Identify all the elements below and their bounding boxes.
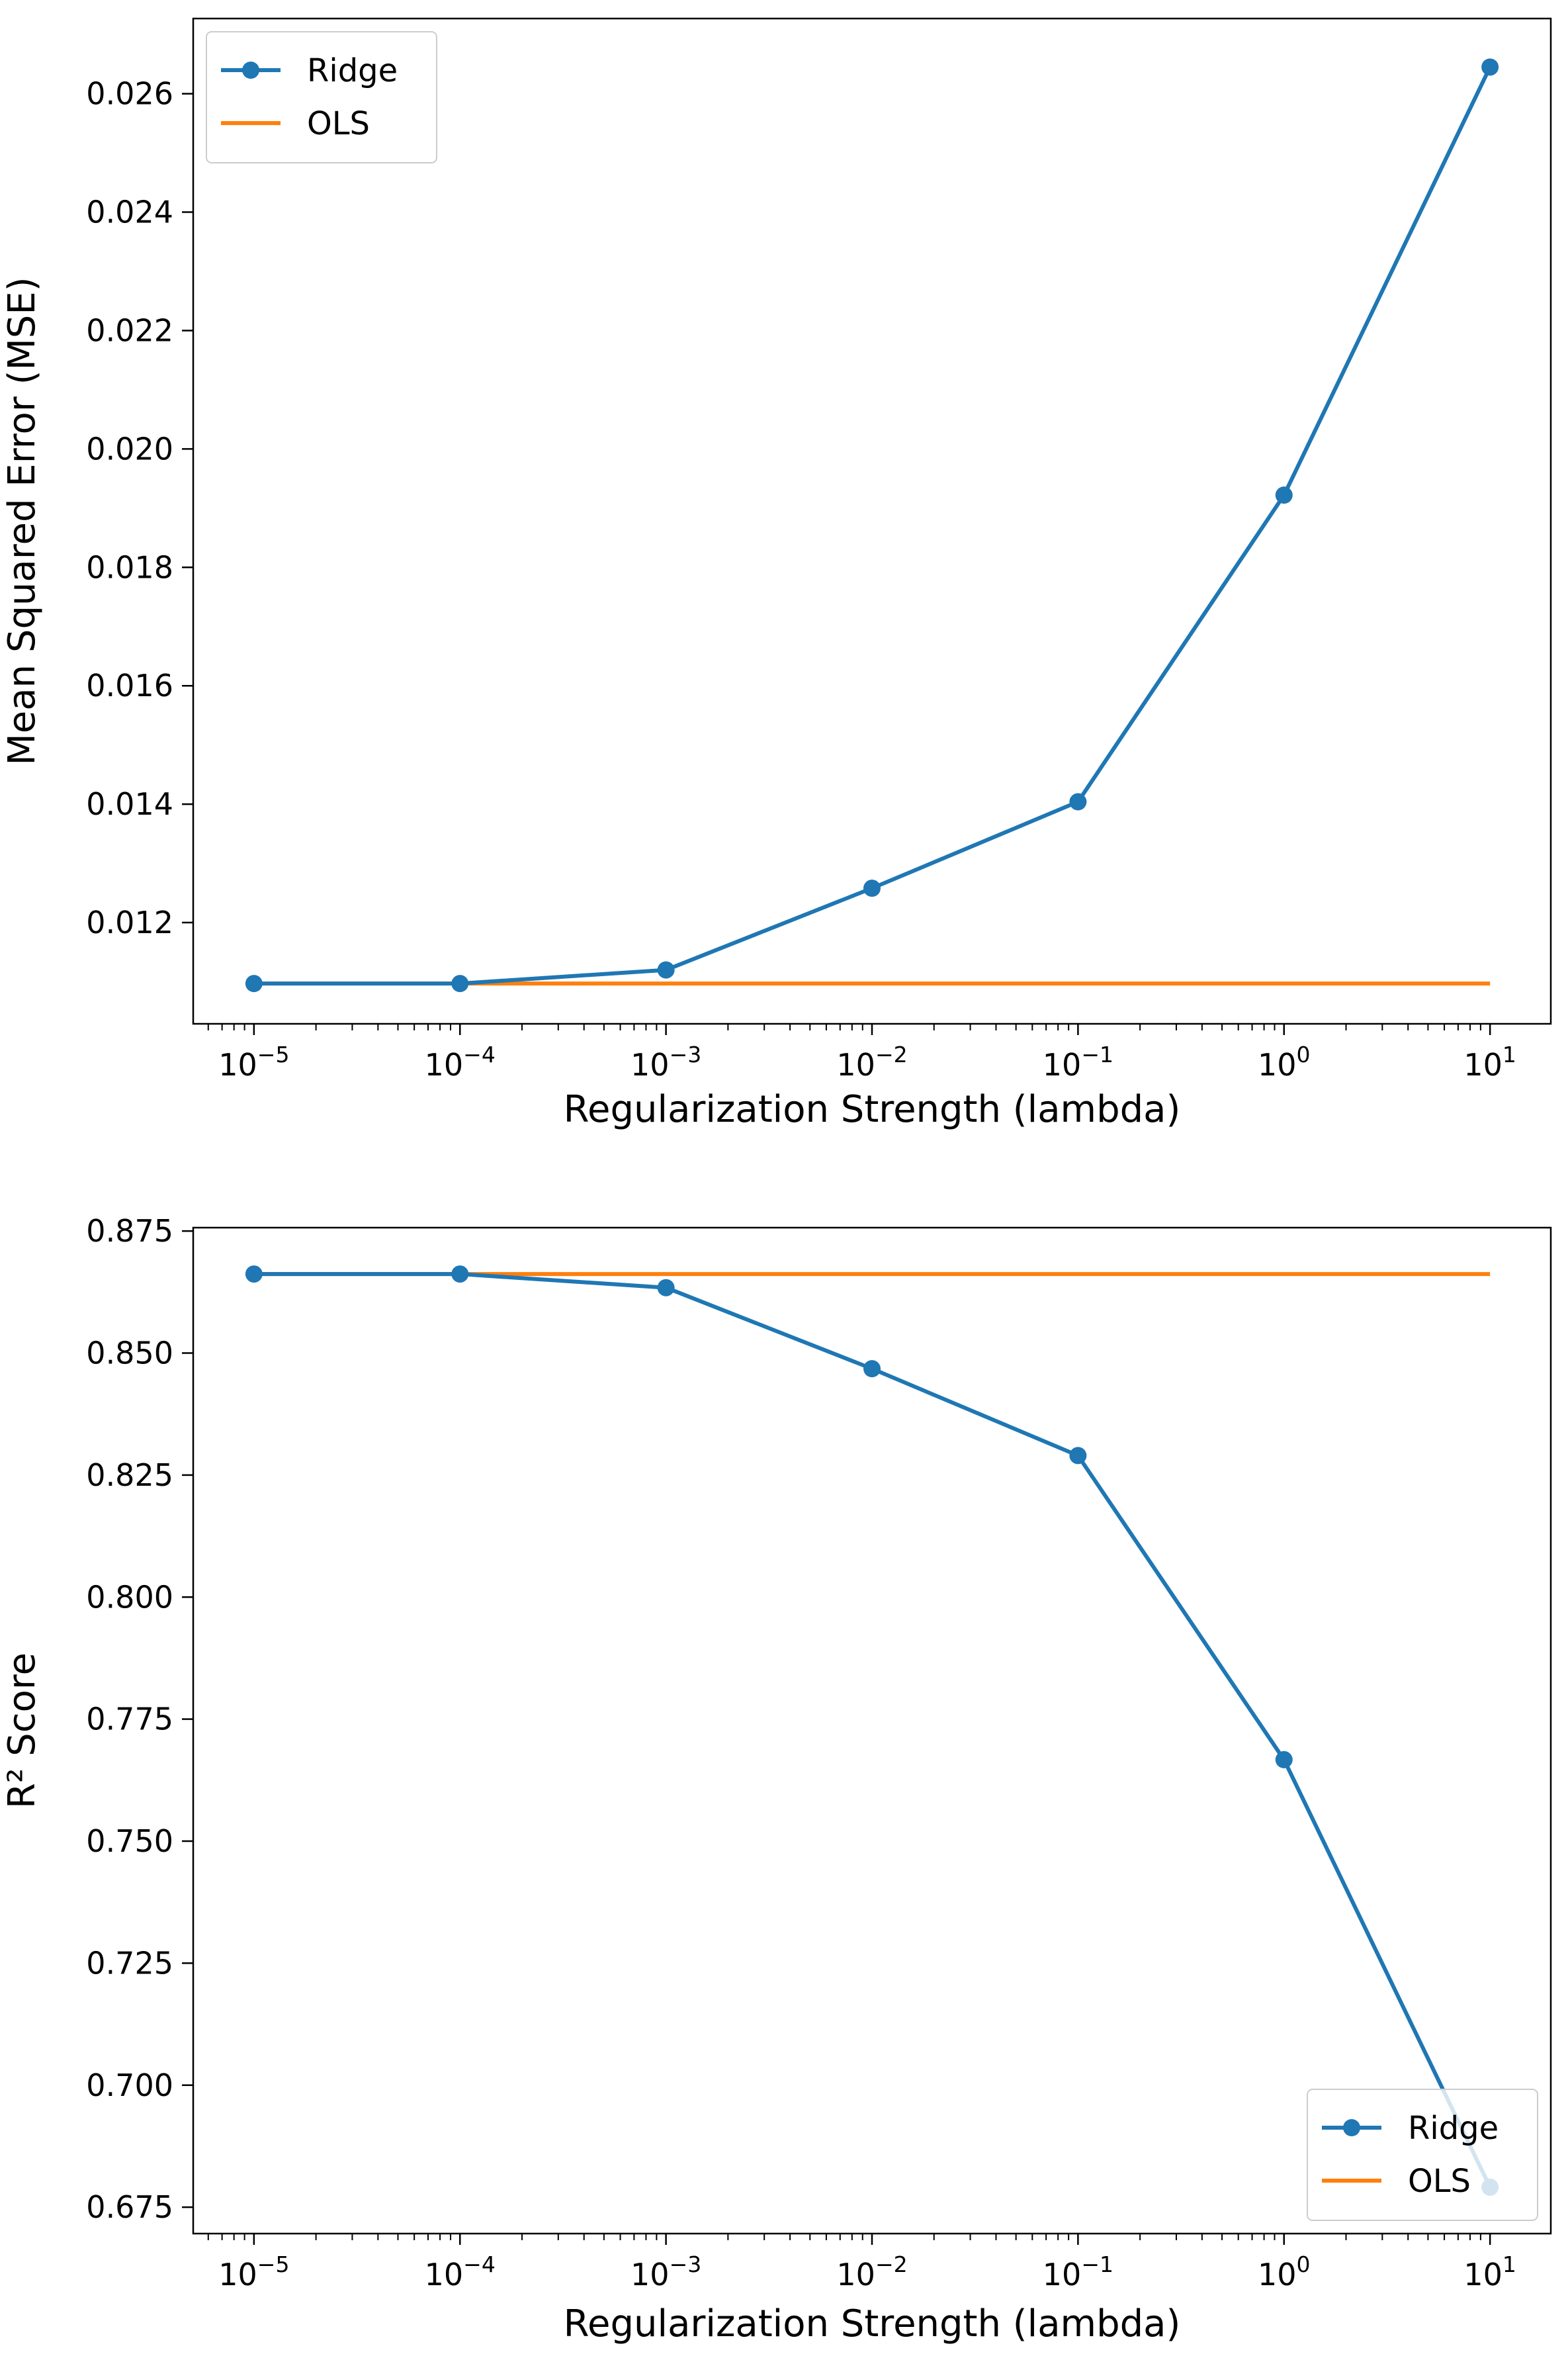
data-point-ridge — [863, 1360, 881, 1378]
x-tick-base: 10 — [425, 1047, 464, 1083]
series-line-ridge — [253, 1272, 1492, 2189]
x-tick-label: 10−1 — [1043, 1042, 1113, 1083]
x-tick-exponent: 0 — [1297, 1042, 1311, 1067]
x-tick-exponent: −4 — [463, 1042, 496, 1067]
x-axis-label: Regularization Strength (lambda) — [564, 2302, 1181, 2345]
x-tick-base: 10 — [1043, 2257, 1082, 2292]
legend-marker-ridge — [1343, 2119, 1360, 2136]
legend-label-ols: OLS — [307, 105, 370, 142]
x-tick-exponent: −5 — [257, 1042, 290, 1067]
x-tick-exponent: −4 — [463, 2251, 496, 2277]
x-tick-base: 10 — [836, 1047, 875, 1083]
x-tick-label: 10−5 — [218, 1042, 289, 1083]
x-tick-base: 10 — [836, 2257, 875, 2292]
y-tick-label: 0.775 — [86, 1701, 173, 1737]
x-tick-exponent: −5 — [257, 2251, 290, 2277]
x-tick-exponent: 1 — [1503, 2251, 1516, 2277]
legend-box — [206, 31, 437, 163]
x-tick-label: 10−3 — [631, 2251, 701, 2292]
x-tick-exponent: 1 — [1503, 1042, 1516, 1067]
axes-frame — [192, 17, 1552, 1025]
data-point-ridge — [657, 961, 675, 979]
data-point-ridge — [1069, 793, 1087, 811]
x-tick-exponent: 0 — [1297, 2251, 1311, 2277]
x-tick-label: 10−4 — [425, 2251, 496, 2292]
data-point-ridge — [451, 975, 469, 993]
x-tick-label: 101 — [1463, 2251, 1516, 2292]
x-tick-label: 101 — [1463, 1042, 1516, 1083]
x-tick-base: 10 — [1043, 1047, 1082, 1083]
x-tick-base: 10 — [218, 2257, 257, 2292]
y-tick-label: 0.020 — [86, 431, 173, 467]
data-point-ridge — [245, 975, 263, 993]
y-tick-label: 0.014 — [86, 786, 173, 822]
y-tick-label: 0.800 — [86, 1579, 173, 1615]
legend-label-ols: OLS — [1408, 2163, 1471, 2200]
y-tick-label: 0.850 — [86, 1336, 173, 1371]
data-point-ridge — [1275, 486, 1293, 504]
data-point-ridge — [245, 1265, 263, 1283]
x-tick-exponent: −1 — [1081, 2251, 1113, 2277]
data-point-ridge — [657, 1279, 675, 1296]
legend-marker-ridge — [242, 62, 259, 79]
x-tick-exponent: −2 — [875, 2251, 908, 2277]
y-tick-label: 0.825 — [86, 1457, 173, 1493]
y-tick-label: 0.700 — [86, 2067, 173, 2103]
y-tick-label: 0.875 — [86, 1213, 173, 1249]
y-tick-label: 0.026 — [86, 76, 173, 112]
x-tick-base: 10 — [1258, 1047, 1297, 1083]
y-tick-label: 0.012 — [86, 905, 173, 940]
x-tick-exponent: −1 — [1081, 1042, 1113, 1067]
y-tick-label: 0.022 — [86, 312, 173, 348]
x-tick-label: 10−1 — [1043, 2251, 1113, 2292]
data-point-ridge — [1275, 1750, 1293, 1768]
y-tick-label: 0.750 — [86, 1823, 173, 1859]
x-axis-label: Regularization Strength (lambda) — [564, 1088, 1181, 1131]
x-tick-exponent: −3 — [670, 2251, 702, 2277]
mse-chart: 10−5 10−4 10−3 10−2 10−1 100 1010.0120.0140.01… — [1, 17, 1552, 1131]
y-axis-label: R² Score — [1, 1653, 44, 1809]
x-tick-base: 10 — [1463, 1047, 1503, 1083]
y-tick-label: 0.675 — [86, 2189, 173, 2225]
y-tick-label: 0.725 — [86, 1945, 173, 1981]
x-tick-label: 10−2 — [836, 2251, 907, 2292]
r2-chart: 10−5 10−4 10−3 10−2 10−1 100 1010.6750.7000.72… — [1, 1213, 1552, 2345]
y-tick-label: 0.016 — [86, 668, 173, 703]
x-tick-label: 10−3 — [631, 1042, 701, 1083]
y-axis-label: Mean Squared Error (MSE) — [1, 277, 44, 765]
x-tick-label: 100 — [1258, 1042, 1311, 1083]
data-point-ridge — [863, 880, 881, 897]
axes-frame — [192, 1226, 1552, 2235]
x-tick-label: 100 — [1258, 2251, 1311, 2292]
x-tick-label: 10−4 — [425, 1042, 496, 1083]
x-tick-base: 10 — [1463, 2257, 1503, 2292]
y-tick-label: 0.018 — [86, 549, 173, 585]
x-tick-base: 10 — [1258, 2257, 1297, 2292]
x-tick-base: 10 — [631, 1047, 670, 1083]
x-tick-label: 10−2 — [836, 1042, 907, 1083]
data-point-ridge — [1069, 1447, 1087, 1465]
x-tick-base: 10 — [631, 2257, 670, 2292]
data-point-ridge — [1481, 58, 1499, 76]
x-tick-label: 10−5 — [218, 2251, 289, 2292]
y-tick-label: 0.024 — [86, 195, 173, 230]
legend-box — [1307, 2089, 1538, 2221]
x-tick-exponent: −3 — [670, 1042, 702, 1067]
data-point-ridge — [451, 1265, 469, 1283]
x-tick-base: 10 — [218, 1047, 257, 1083]
legend-label-ridge: Ridge — [307, 52, 398, 89]
x-tick-exponent: −2 — [875, 1042, 908, 1067]
x-tick-base: 10 — [425, 2257, 464, 2292]
legend-label-ridge: Ridge — [1408, 2110, 1499, 2147]
series-line-ridge — [253, 66, 1492, 986]
